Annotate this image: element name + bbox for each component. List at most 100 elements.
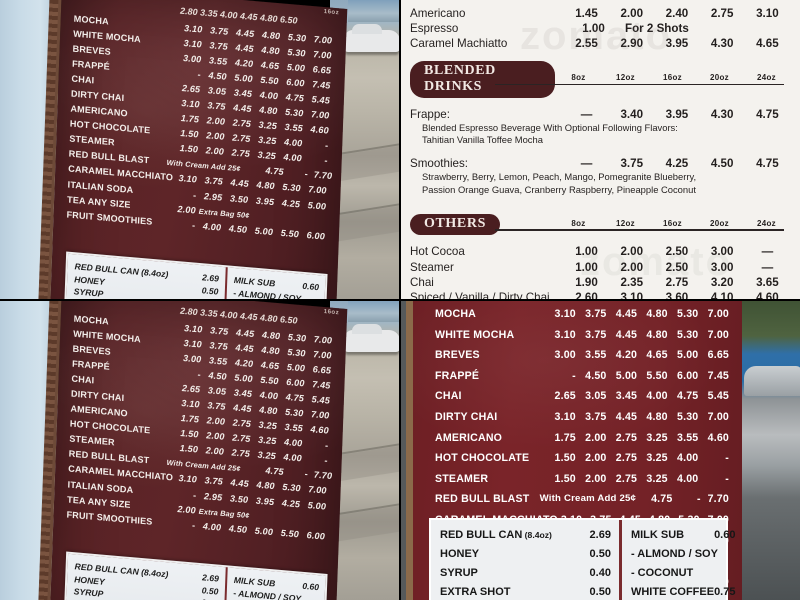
- price-cell: 5.00: [307, 199, 327, 212]
- price-cell: 2.50: [665, 260, 689, 274]
- spacer: [410, 235, 790, 244]
- size-header: 20oz: [710, 218, 729, 228]
- others-header: OTHERS 8oz 12oz 16oz 20oz 24oz: [410, 214, 790, 236]
- price-cell: 5.00: [254, 225, 274, 237]
- extras-label-text: EXTRA SHOT: [440, 586, 511, 598]
- photo-scene: 16oz 2.80 3.35 4.00 4.45 4.80 6.50 MOCHA…: [0, 0, 400, 300]
- price-cell: 4.20: [615, 349, 638, 362]
- extras-value: 0.40: [201, 596, 218, 600]
- price-cell: 4.80: [646, 308, 668, 320]
- drink-price-rows: MOCHA 3.10 3.75 4.45 4.80 5.30 7.00 WHITE MOCHA…: [66, 312, 340, 545]
- price-cell: 5.00: [307, 499, 327, 512]
- price-cell: 5.50: [280, 527, 300, 540]
- price-cell: 2.00: [620, 7, 644, 20]
- extras-right-column: MILK SUB 0.60 - ALMOND / SOY - COCONUT WHITE…: [622, 520, 744, 600]
- price-cell: 2.75: [665, 275, 689, 289]
- price-cell: 3.25: [646, 472, 668, 485]
- drink-name: Espresso: [410, 22, 459, 36]
- extras-value: 0.60: [714, 529, 736, 541]
- table-row: WHITE MOCHA 3.10 3.75 4.45 4.80 5.30 7.00: [435, 325, 734, 346]
- price-cell: 3.10: [620, 291, 644, 300]
- price-cell: -: [697, 493, 701, 506]
- photo-scene: 16oz 2.80 3.35 4.00 4.45 4.80 6.50 MOCHA…: [0, 300, 400, 600]
- price-cell: 4.50: [585, 369, 607, 382]
- spacer: [410, 98, 790, 107]
- drink-name: AMERICANO: [435, 431, 503, 444]
- panel-bottom-left-photo: 16oz 2.80 3.35 4.00 4.45 4.80 6.50 MOCHA…: [0, 300, 400, 600]
- price-cell: 5.30: [676, 308, 699, 320]
- price-cell: 3.75: [585, 410, 607, 423]
- price-cell: 2.90: [620, 37, 644, 51]
- price-cell: 4.00: [202, 520, 222, 533]
- price-cell: 3.95: [665, 37, 689, 51]
- drink-description: Tahitian Vanilla Toffee Mocha: [422, 134, 543, 146]
- table-row: HOT CHOCOLATE 1.50 2.00 2.75 3.25 4.00 -: [435, 448, 734, 469]
- price-cell: 5.00: [676, 349, 699, 362]
- drink-name: Hot Cocoa: [410, 245, 465, 259]
- price-cell: 3.75: [585, 308, 607, 320]
- silver-car: [744, 366, 800, 396]
- extras-box: RED BULL CAN (8.4oz)2.69HONEY0.50SYRUP0.…: [62, 251, 328, 300]
- price-cell: 4.30: [710, 37, 734, 51]
- price-cell: 3.20: [710, 275, 734, 289]
- table-row: FRAPPÉ -4.50 5.00 5.50 6.00 7.45: [435, 366, 734, 387]
- price-cell: 3.10: [554, 410, 576, 423]
- table-row: STEAMER 1.50 2.00 2.75 3.25 4.00 -: [435, 469, 734, 490]
- price-cell: 4.30: [710, 107, 734, 121]
- price-cell: 3.65: [756, 275, 779, 289]
- price-cell: 4.00: [676, 472, 699, 485]
- extras-label: EXTRA SHOT: [440, 583, 511, 600]
- list-item: EXTRA SHOT 0.50: [440, 583, 611, 600]
- price-cell: 7.45: [707, 369, 730, 382]
- blended-drinks-title: BLENDED DRINKS: [410, 60, 555, 98]
- drink-name: Smoothies:: [410, 157, 468, 170]
- price-cell: 1.50: [554, 472, 576, 485]
- price-note: For 2 Shots: [625, 22, 689, 36]
- price-cell: 3.75: [585, 328, 607, 341]
- list-item: MILK SUB 0.60: [631, 526, 736, 545]
- price-cell: 2.00: [620, 260, 644, 274]
- price-cell: 4.50: [710, 157, 734, 170]
- price-cell: 3.10: [554, 328, 576, 341]
- drink-price-rows: MOCHA 3.10 3.75 4.45 4.80 5.30 7.00 WHITE MOCHA…: [66, 12, 340, 245]
- price-cell: 3.55: [676, 431, 699, 444]
- price-cell: 3.55: [585, 349, 607, 362]
- table-row: MOCHA 3.10 3.75 4.45 4.80 5.30 7.00: [435, 304, 734, 325]
- drink-description: Strawberry, Berry, Lemon, Peach, Mango, …: [422, 171, 697, 183]
- extras-label-text: HONEY: [440, 548, 480, 560]
- price-cell: 2.65: [554, 390, 576, 403]
- price-cell: 4.60: [707, 431, 730, 444]
- table-row: Frappe: — 3.40 3.95 4.30 4.75: [410, 107, 790, 122]
- others-rows: Hot Cocoa 1.00 2.00 2.50 3.00 — Steamer 1.00 2.0…: [410, 244, 790, 300]
- price-cell: 4.00: [202, 220, 222, 233]
- table-row: Smoothies: — 3.75 4.25 4.50 4.75: [410, 156, 790, 171]
- extras-label: SYRUP: [440, 564, 478, 583]
- white-car: [344, 24, 400, 52]
- price-cell: 2.75: [615, 472, 638, 485]
- drink-name: BREVES: [435, 349, 480, 362]
- drink-name: STEAMER: [435, 472, 489, 485]
- price-cell: 4.00: [676, 452, 699, 465]
- price-cell: 2.75: [710, 7, 734, 20]
- price-cell: 5.45: [707, 390, 730, 403]
- extras-label: - COCONUT: [630, 567, 694, 579]
- extras-label: WHITE COFFEE: [630, 586, 715, 598]
- price-cell: 4.45: [615, 328, 638, 341]
- price-cell: 3.60: [665, 291, 689, 300]
- panel-top-right-clean-menu: zomato zomato Americano 1.45 2.00 2.40 2.75 3…: [400, 0, 800, 300]
- list-item: HONEY 0.50: [440, 545, 611, 564]
- price-cell: 4.25: [665, 157, 689, 170]
- list-item: SYRUP 0.40: [440, 564, 611, 583]
- drink-name: Spiced / Vanilla / Dirty Chai: [410, 291, 550, 300]
- price-cell: 5.50: [646, 369, 668, 382]
- spacer: [410, 147, 790, 156]
- size-header: 12oz: [616, 218, 635, 228]
- price-cell: 3.45: [615, 390, 638, 403]
- others-title: OTHERS: [410, 214, 500, 236]
- price-cell: 1.90: [575, 275, 598, 289]
- price-cell: 7.00: [707, 308, 730, 320]
- building-background: [348, 0, 400, 22]
- deskewed-scene: MOCHA 3.10 3.75 4.45 4.80 5.30 7.00 WHITE MOCHA…: [400, 300, 800, 600]
